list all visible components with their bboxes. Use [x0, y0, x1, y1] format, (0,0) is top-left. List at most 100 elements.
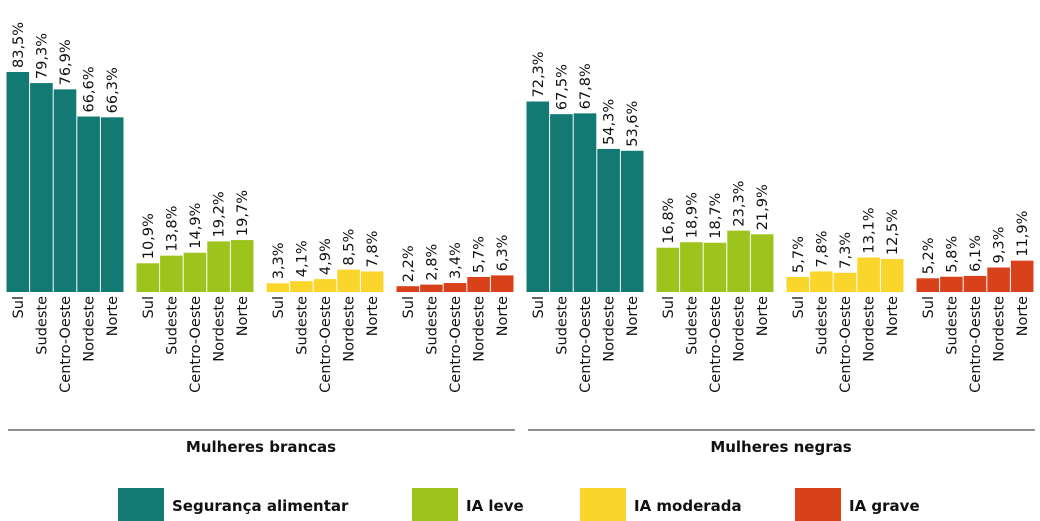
value-label: 53,6%: [625, 101, 641, 147]
value-label: 9,3%: [992, 227, 1008, 264]
bar: [786, 276, 810, 292]
value-label: 5,7%: [791, 236, 807, 273]
value-label: 7,8%: [365, 231, 381, 268]
value-label: 13,8%: [164, 206, 180, 252]
bar: [940, 276, 963, 292]
value-label: 5,8%: [944, 236, 960, 273]
category-label: Nordeste: [472, 296, 488, 362]
category-label: Sul: [791, 296, 807, 318]
bar: [313, 279, 337, 292]
category-label: Sudeste: [554, 296, 570, 355]
category-label: Sudeste: [944, 296, 960, 355]
bar: [6, 72, 30, 292]
bar: [857, 257, 880, 292]
panel-title: Mulheres brancas: [186, 438, 336, 456]
value-label: 66,6%: [82, 66, 98, 112]
category-label: Norte: [625, 296, 641, 336]
category-label: Norte: [235, 296, 251, 336]
bar: [183, 252, 207, 292]
category-label: Centro-Oeste: [578, 296, 594, 393]
panel-title: Mulheres negras: [710, 438, 851, 456]
value-label: 5,7%: [472, 236, 488, 273]
category-label: Sul: [531, 296, 547, 318]
category-label: Nordeste: [862, 296, 878, 362]
value-label: 54,3%: [602, 99, 618, 145]
category-label: Centro-Oeste: [838, 296, 854, 393]
legend-swatch: [795, 488, 841, 521]
category-label: Nordeste: [342, 296, 358, 362]
value-label: 67,5%: [554, 64, 570, 110]
category-label: Sul: [661, 296, 677, 318]
value-label: 4,1%: [294, 240, 310, 277]
bar: [916, 278, 940, 292]
value-label: 76,9%: [58, 39, 74, 85]
category-label: Sul: [401, 296, 417, 318]
bar: [550, 114, 573, 292]
bar: [963, 275, 987, 292]
legend-swatch: [118, 488, 164, 521]
value-label: 19,2%: [212, 191, 228, 237]
bar: [987, 267, 1010, 292]
value-label: 6,3%: [495, 235, 511, 272]
category-label: Norte: [105, 296, 121, 336]
bar: [443, 283, 467, 292]
bar: [880, 259, 904, 292]
category-label: Norte: [495, 296, 511, 336]
category-label: Norte: [885, 296, 901, 336]
category-label: Sudeste: [424, 296, 440, 355]
bar: [266, 283, 290, 292]
bar: [230, 240, 254, 292]
category-label: Norte: [1015, 296, 1031, 336]
value-label: 6,1%: [968, 235, 984, 272]
category-label: Sul: [11, 296, 27, 318]
category-label: Nordeste: [732, 296, 748, 362]
legend-label: IA grave: [849, 497, 920, 515]
value-label: 19,7%: [235, 190, 251, 236]
bar: [1010, 260, 1034, 292]
value-label: 2,8%: [424, 244, 440, 281]
category-label: Sul: [271, 296, 287, 318]
category-label: Centro-Oeste: [448, 296, 464, 393]
value-label: 16,8%: [661, 198, 677, 244]
value-label: 18,9%: [684, 192, 700, 238]
bar: [30, 83, 53, 293]
bar: [833, 272, 857, 292]
bar: [573, 113, 597, 293]
bar: [290, 281, 313, 292]
category-label: Centro-Oeste: [318, 296, 334, 393]
bar: [727, 230, 750, 292]
legend-label: IA leve: [466, 497, 524, 515]
category-label: Sul: [921, 296, 937, 318]
value-label: 72,3%: [531, 51, 547, 97]
bar: [810, 271, 833, 292]
bar: [703, 242, 727, 292]
category-label: Centro-Oeste: [188, 296, 204, 393]
value-label: 13,1%: [862, 207, 878, 253]
legend-swatch: [580, 488, 626, 521]
bar: [620, 150, 644, 292]
bar: [396, 286, 420, 292]
category-label: Sudeste: [814, 296, 830, 355]
bar: [420, 284, 443, 292]
bar: [160, 255, 183, 292]
value-label: 8,5%: [342, 229, 358, 266]
bar: [136, 263, 160, 292]
value-label: 23,3%: [732, 181, 748, 227]
bar: [77, 116, 100, 292]
category-label: Centro-Oeste: [58, 296, 74, 393]
category-label: Centro-Oeste: [968, 296, 984, 393]
category-label: Norte: [365, 296, 381, 336]
value-label: 66,3%: [105, 67, 121, 113]
category-label: Norte: [755, 296, 771, 336]
bar: [207, 241, 230, 292]
bar: [53, 89, 77, 292]
bar: [337, 269, 360, 292]
category-label: Nordeste: [992, 296, 1008, 362]
value-label: 83,5%: [11, 22, 27, 68]
bar: [467, 276, 490, 292]
value-label: 14,9%: [188, 203, 204, 249]
bar: [360, 271, 384, 292]
bar: [526, 101, 550, 293]
bar: [680, 242, 703, 292]
